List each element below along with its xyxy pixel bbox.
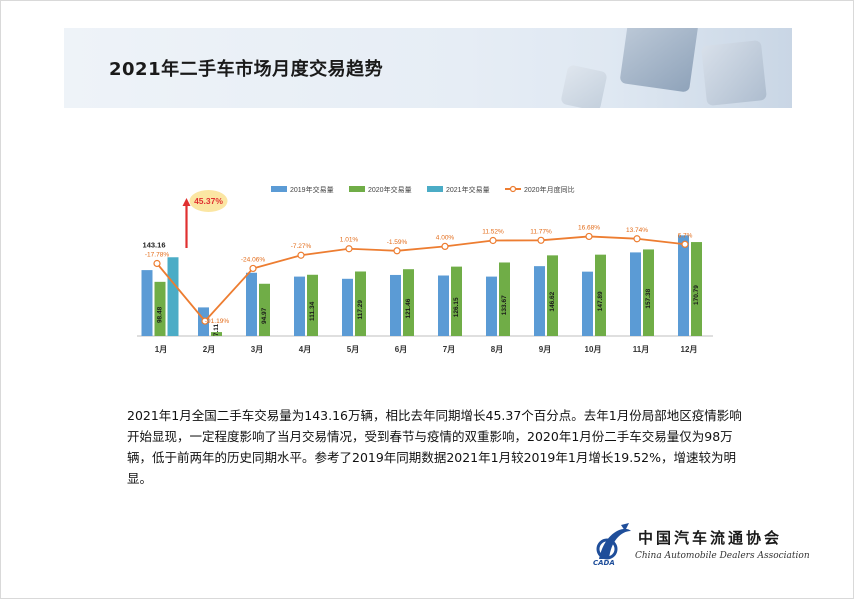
line-value-label: 1.01% bbox=[340, 237, 359, 244]
legend-label: 2019年交易量 bbox=[290, 185, 334, 194]
line-point bbox=[249, 264, 257, 273]
header-banner bbox=[64, 28, 792, 108]
bar bbox=[403, 269, 414, 336]
callout-label: 45.37% bbox=[194, 196, 223, 206]
line-point bbox=[537, 236, 545, 244]
legend-swatch bbox=[271, 186, 287, 192]
summary-paragraph: 2021年1月全国二手车交易量为143.16万辆，相比去年同期增长45.37个百… bbox=[127, 408, 742, 486]
decor-cube bbox=[701, 40, 767, 106]
x-tick-label: 12月 bbox=[681, 345, 698, 354]
bar bbox=[499, 262, 510, 336]
line-point bbox=[681, 240, 689, 248]
line-point bbox=[345, 245, 353, 253]
x-tick-label: 7月 bbox=[443, 345, 455, 354]
bar bbox=[259, 283, 270, 336]
bar bbox=[211, 332, 222, 336]
monthly-trend-chart: 2019年交易量 2020年交易量 2021年交易量 2020年月度同比 98.48 14… bbox=[137, 185, 713, 354]
bar-value-label: 121.46 bbox=[405, 298, 412, 318]
bar-value-label: 133.67 bbox=[501, 295, 508, 315]
x-tick-label: 3月 bbox=[251, 345, 263, 354]
line-value-label: 13.74% bbox=[626, 227, 648, 234]
page-title: 2021年二手车市场月度交易趋势 bbox=[109, 59, 384, 80]
line-value-label: -7.27% bbox=[291, 243, 312, 250]
line-point bbox=[153, 259, 161, 268]
bar-value-label: 98.48 bbox=[157, 306, 164, 323]
line-point bbox=[441, 242, 449, 251]
decor-cube bbox=[560, 64, 608, 108]
bar-value-label: 157.38 bbox=[645, 288, 652, 308]
series-line bbox=[156, 235, 686, 323]
line-point bbox=[585, 232, 593, 241]
legend-label: 2021年交易量 bbox=[446, 185, 490, 194]
line-point bbox=[633, 235, 641, 243]
line-point bbox=[297, 251, 305, 259]
bar bbox=[691, 242, 702, 336]
bar bbox=[141, 270, 153, 336]
legend-swatch bbox=[349, 186, 365, 192]
bar-value-label: 94.97 bbox=[261, 307, 268, 324]
bar-value-label: 147.89 bbox=[597, 291, 604, 311]
bar bbox=[486, 276, 497, 336]
bar bbox=[307, 274, 318, 336]
line-value-label: 6.7% bbox=[678, 232, 693, 239]
line-value-label: -17.78% bbox=[145, 251, 169, 258]
x-tick-label: 6月 bbox=[395, 345, 407, 354]
bar bbox=[167, 257, 179, 336]
logo-abbr: CADA bbox=[593, 559, 615, 567]
bar bbox=[595, 254, 606, 336]
legend-swatch bbox=[427, 186, 443, 192]
bar bbox=[451, 266, 462, 336]
cada-emblem-icon bbox=[596, 523, 631, 560]
bar bbox=[355, 271, 366, 336]
line-value-label: 11.52% bbox=[482, 228, 504, 235]
x-tick-label: 10月 bbox=[585, 345, 602, 354]
x-tick-label: 4月 bbox=[299, 345, 311, 354]
line-value-label: 11.77% bbox=[530, 228, 552, 235]
bar bbox=[154, 281, 166, 336]
logo-chinese-name: 中国汽车流通协会 bbox=[638, 529, 783, 547]
line-value-label: -1.59% bbox=[387, 239, 408, 246]
bar bbox=[643, 249, 654, 336]
bar bbox=[438, 275, 449, 336]
bar bbox=[547, 255, 558, 336]
line-value-label: 16.68% bbox=[578, 224, 600, 231]
x-tick-label: 9月 bbox=[539, 345, 551, 354]
bar bbox=[390, 274, 401, 336]
x-tick-label: 11月 bbox=[633, 345, 649, 354]
line-value-label: -24.06% bbox=[241, 256, 265, 263]
x-tick-label: 2月 bbox=[203, 345, 215, 354]
decor-cube bbox=[619, 28, 699, 93]
callout-badge bbox=[189, 190, 228, 212]
bar-value-label: 170.79 bbox=[693, 285, 700, 305]
x-tick-label: 1月 bbox=[155, 345, 167, 354]
bar-value-label: 146.62 bbox=[549, 291, 556, 311]
bar bbox=[678, 235, 689, 336]
callout-arrowhead bbox=[182, 198, 191, 206]
x-tick-label: 5月 bbox=[347, 345, 359, 354]
bar-value-label: 143.16 bbox=[143, 240, 166, 249]
line-value-label: -91.19% bbox=[205, 318, 229, 325]
bar bbox=[294, 276, 305, 336]
bar-value-label: 117.29 bbox=[357, 300, 364, 320]
bar bbox=[534, 266, 545, 336]
line-value-label: 4.00% bbox=[436, 234, 455, 241]
bar bbox=[582, 271, 593, 336]
bar bbox=[630, 252, 641, 336]
cada-logo: CADA 中国汽车流通协会 China Automobile Dealers A… bbox=[591, 521, 810, 571]
legend-swatch bbox=[509, 185, 517, 193]
x-tick-label: 8月 bbox=[491, 345, 503, 354]
line-point bbox=[201, 317, 209, 325]
bar-value-label: 7.11 bbox=[213, 323, 220, 336]
legend-label: 2020年月度同比 bbox=[524, 185, 575, 194]
logo-english-name: China Automobile Dealers Association bbox=[635, 551, 810, 561]
line-point bbox=[489, 236, 497, 245]
line-point bbox=[393, 247, 401, 255]
bar bbox=[246, 272, 257, 336]
bar bbox=[342, 278, 353, 336]
legend-label: 2020年交易量 bbox=[368, 185, 412, 194]
bar-value-label: 111.34 bbox=[309, 301, 316, 321]
bar-value-label: 126.15 bbox=[453, 297, 460, 317]
